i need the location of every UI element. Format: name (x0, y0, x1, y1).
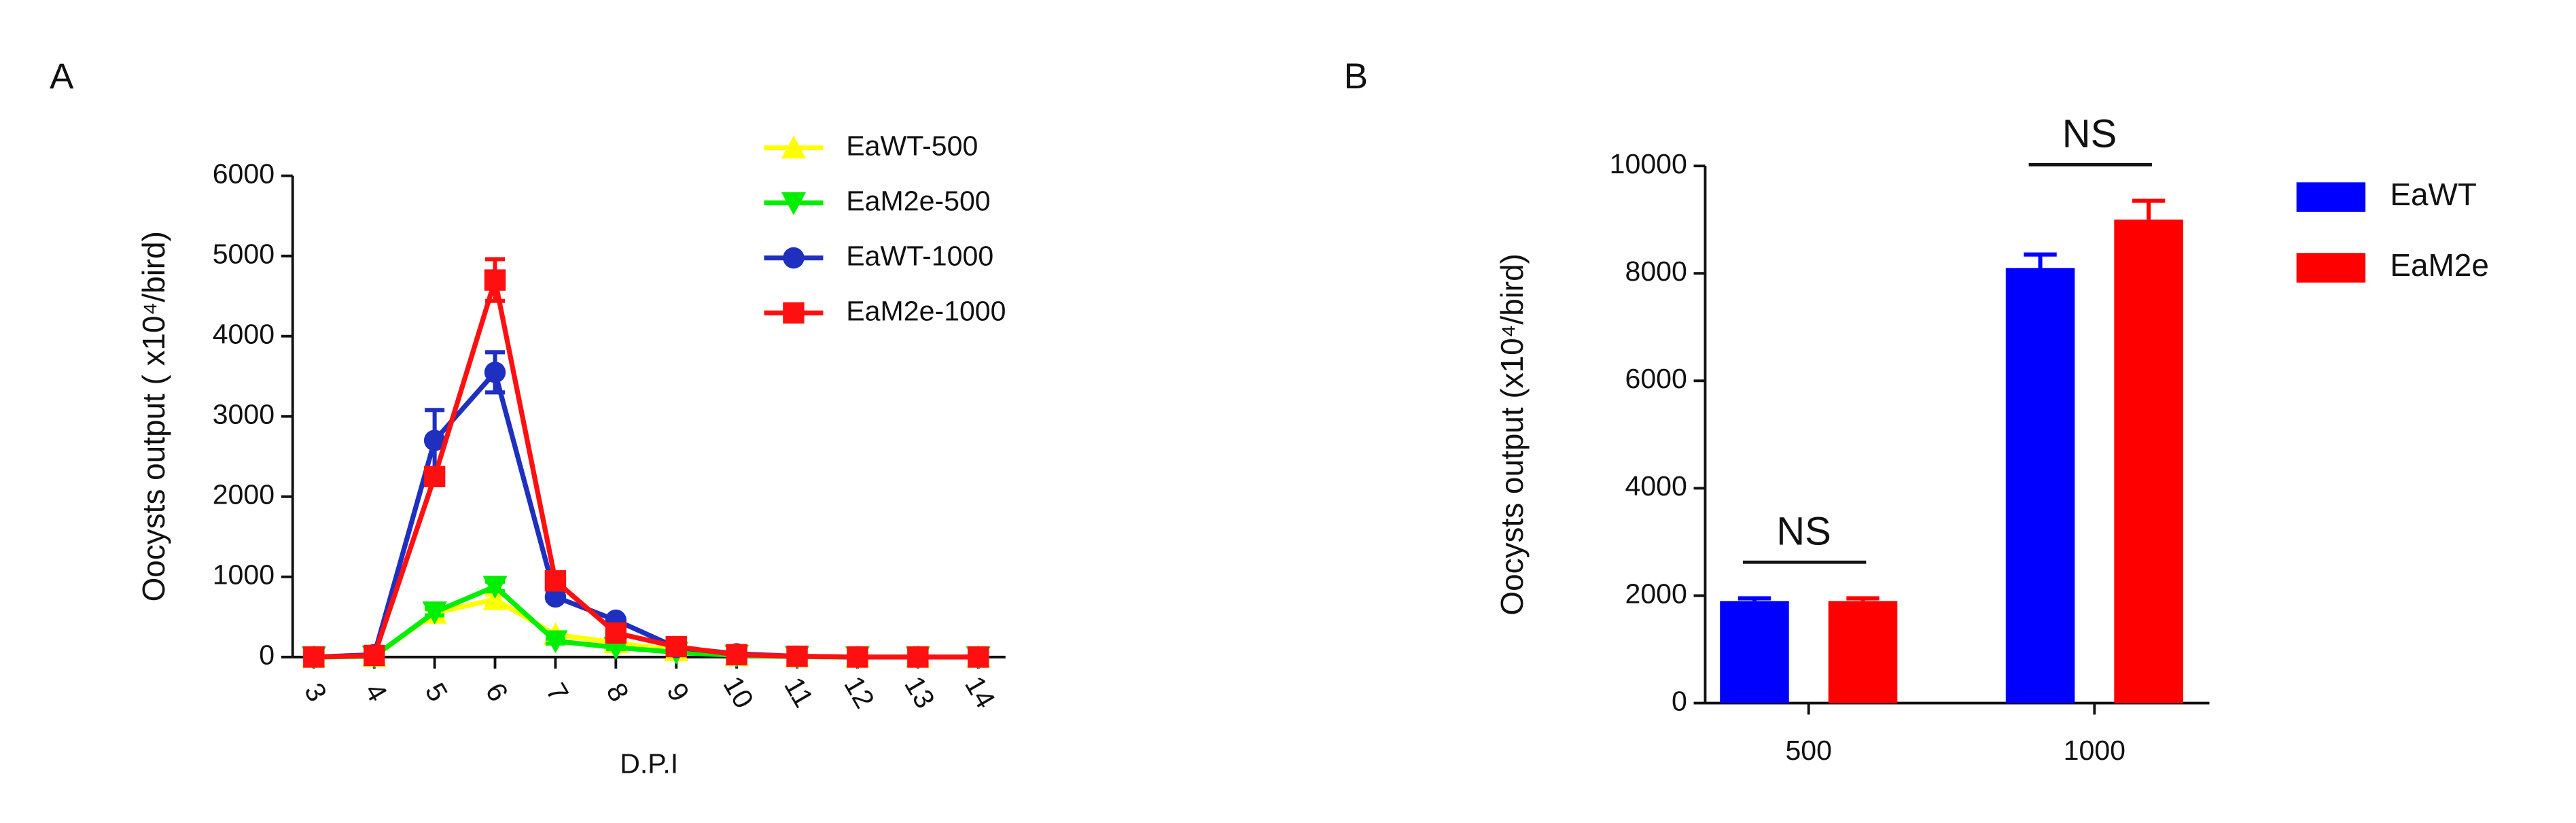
x-tick-label: 9 (660, 678, 695, 707)
x-tick-label: 12 (838, 671, 881, 714)
marker (783, 247, 805, 269)
bar (1720, 601, 1789, 703)
marker (968, 646, 989, 668)
legend-label: EaM2e-500 (846, 185, 990, 216)
y-tick-label: 1000 (213, 559, 275, 591)
y-tick-label: 0 (259, 640, 275, 671)
series-line (313, 367, 978, 660)
x-tick-label: 11 (778, 672, 819, 713)
marker (781, 192, 807, 215)
y-axis-label: Oocysts output (x10⁴/bird) (1494, 253, 1530, 616)
legend-label: EaWT-500 (846, 130, 978, 161)
marker (781, 135, 807, 159)
x-tick-label: 8 (600, 678, 635, 707)
x-tick-label: 4 (359, 678, 393, 707)
y-tick-label: 8000 (1625, 256, 1687, 287)
y-tick-label: 0 (1672, 685, 1687, 716)
x-tick-label: 14 (959, 671, 1002, 714)
x-tick-label: 10 (718, 671, 760, 714)
y-tick-label: 4000 (213, 319, 275, 350)
marker (726, 644, 747, 666)
marker (484, 269, 506, 291)
marker (543, 630, 568, 654)
y-tick-label: 10000 (1610, 148, 1687, 179)
bar (1828, 601, 1898, 703)
error-bar (2132, 198, 2166, 220)
legend-swatch (2296, 253, 2366, 283)
legend-label: EaWT (2390, 177, 2477, 212)
marker (907, 646, 929, 668)
y-tick-label: 3000 (213, 399, 275, 430)
annotation: NS (2062, 112, 2117, 156)
y-tick-label: 6000 (213, 158, 275, 189)
x-tick-label: 3 (298, 678, 333, 707)
x-tick-label: 5 (419, 678, 454, 707)
y-tick-label: 2000 (1625, 578, 1687, 609)
x-tick-label: 1000 (2064, 735, 2125, 766)
series-line (313, 279, 978, 660)
marker (544, 570, 567, 592)
x-tick-label: 13 (898, 671, 941, 714)
marker (423, 430, 446, 451)
panel-label: B (1344, 56, 1368, 97)
y-tick-label: 6000 (1625, 363, 1687, 394)
x-tick-label: 6 (480, 678, 514, 707)
marker (423, 466, 446, 487)
y-tick-label: 5000 (213, 239, 275, 270)
error-bar (1846, 596, 1880, 601)
y-axis-label: Oocysts output ( x10⁴/bird) (136, 231, 171, 601)
marker (544, 586, 567, 608)
error-bar (1737, 596, 1771, 601)
marker (364, 644, 385, 667)
legend-label: EaM2e-1000 (846, 295, 1006, 326)
marker (665, 635, 687, 658)
panel-label: A (50, 56, 74, 97)
bar (2005, 268, 2075, 703)
marker (422, 601, 447, 625)
legend-swatch (2296, 182, 2366, 212)
marker (605, 622, 627, 644)
marker (786, 645, 808, 667)
bar (2114, 220, 2183, 703)
marker (847, 646, 868, 668)
legend-label: EaM2e (2390, 247, 2488, 283)
x-axis-label: D.P.I (620, 748, 678, 779)
x-tick-label: 7 (540, 678, 575, 707)
legend-label: EaWT-1000 (846, 240, 993, 271)
y-tick-label: 4000 (1625, 470, 1687, 502)
x-tick-label: 500 (1785, 735, 1832, 766)
marker (783, 302, 805, 324)
marker (484, 362, 506, 383)
marker (482, 576, 508, 599)
y-tick-label: 2000 (213, 479, 275, 510)
annotation: NS (1776, 509, 1831, 553)
error-bar (2024, 252, 2057, 268)
marker (303, 646, 325, 668)
